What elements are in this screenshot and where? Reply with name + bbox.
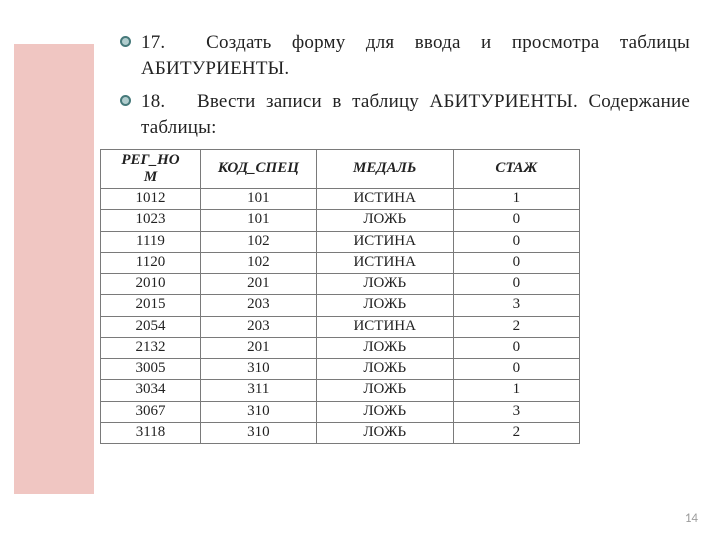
table-header-cell: КОД_СПЕЦ — [201, 149, 317, 189]
table-cell: 2054 — [101, 316, 201, 337]
table-row: 2015203ЛОЖЬ3 — [101, 295, 580, 316]
table-cell: 0 — [453, 252, 579, 273]
table-cell: 0 — [453, 337, 579, 358]
table-cell: ЛОЖЬ — [316, 401, 453, 422]
table-header-row: РЕГ_НОМКОД_СПЕЦМЕДАЛЬСТАЖ — [101, 149, 580, 189]
table-cell: ЛОЖЬ — [316, 274, 453, 295]
table-cell: 201 — [201, 274, 317, 295]
page-number: 14 — [685, 511, 698, 526]
table-cell: 1012 — [101, 189, 201, 210]
table-row: 3034311ЛОЖЬ1 — [101, 380, 580, 401]
table-header-cell: СТАЖ — [453, 149, 579, 189]
table-cell: 0 — [453, 210, 579, 231]
table-cell: ЛОЖЬ — [316, 380, 453, 401]
table-cell: 2132 — [101, 337, 201, 358]
data-table: РЕГ_НОМКОД_СПЕЦМЕДАЛЬСТАЖ 1012101ИСТИНА1… — [100, 149, 580, 445]
table-cell: 102 — [201, 252, 317, 273]
table-cell: ИСТИНА — [316, 189, 453, 210]
table-cell: 101 — [201, 210, 317, 231]
table-row: 2132201ЛОЖЬ0 — [101, 337, 580, 358]
table-cell: ЛОЖЬ — [316, 337, 453, 358]
table-row: 3067310ЛОЖЬ3 — [101, 401, 580, 422]
table-cell: ИСТИНА — [316, 252, 453, 273]
table-cell: ЛОЖЬ — [316, 295, 453, 316]
table-cell: 1 — [453, 189, 579, 210]
left-accent-band — [14, 44, 94, 494]
table-cell: 2 — [453, 422, 579, 443]
bullet-icon — [120, 36, 131, 47]
paragraph-text: 17. Создать форму для ввода и просмотра … — [141, 30, 690, 81]
table-header-cell: РЕГ_НОМ — [101, 149, 201, 189]
table-row: 3005310ЛОЖЬ0 — [101, 359, 580, 380]
table-cell: 2 — [453, 316, 579, 337]
table-row: 2010201ЛОЖЬ0 — [101, 274, 580, 295]
table-cell: ЛОЖЬ — [316, 359, 453, 380]
bullet-icon — [120, 95, 131, 106]
table-cell: 3118 — [101, 422, 201, 443]
table-cell: 3 — [453, 295, 579, 316]
table-cell: 3 — [453, 401, 579, 422]
paragraph-text: 18. Ввести записи в таблицу АБИТУРИЕНТЫ.… — [141, 89, 690, 140]
table-cell: ИСТИНА — [316, 231, 453, 252]
table-cell: ИСТИНА — [316, 316, 453, 337]
table-cell: 203 — [201, 295, 317, 316]
table-cell: 201 — [201, 337, 317, 358]
table-cell: 2010 — [101, 274, 201, 295]
table-cell: 203 — [201, 316, 317, 337]
table-cell: 311 — [201, 380, 317, 401]
table-row: 1012101ИСТИНА1 — [101, 189, 580, 210]
table-cell: 2015 — [101, 295, 201, 316]
list-item: 17. Создать форму для ввода и просмотра … — [120, 30, 690, 81]
table-cell: 101 — [201, 189, 317, 210]
table-cell: ЛОЖЬ — [316, 422, 453, 443]
list-item: 18. Ввести записи в таблицу АБИТУРИЕНТЫ.… — [120, 89, 690, 140]
table-cell: 1023 — [101, 210, 201, 231]
table-cell: 0 — [453, 359, 579, 380]
table-cell: 3005 — [101, 359, 201, 380]
table-row: 1119102ИСТИНА0 — [101, 231, 580, 252]
table-cell: 0 — [453, 274, 579, 295]
table-row: 2054203ИСТИНА2 — [101, 316, 580, 337]
table-cell: 102 — [201, 231, 317, 252]
table-row: 1023101ЛОЖЬ0 — [101, 210, 580, 231]
table-body: 1012101ИСТИНА11023101ЛОЖЬ01119102ИСТИНА0… — [101, 189, 580, 444]
table-row: 3118310ЛОЖЬ2 — [101, 422, 580, 443]
table-cell: 1 — [453, 380, 579, 401]
table-cell: 3034 — [101, 380, 201, 401]
table-header-cell: МЕДАЛЬ — [316, 149, 453, 189]
main-content: 17. Создать форму для ввода и просмотра … — [120, 30, 690, 444]
table-row: 1120102ИСТИНА0 — [101, 252, 580, 273]
table-cell: 310 — [201, 422, 317, 443]
table-cell: 3067 — [101, 401, 201, 422]
table-cell: 0 — [453, 231, 579, 252]
table-cell: 310 — [201, 401, 317, 422]
table-cell: 1119 — [101, 231, 201, 252]
table-cell: 1120 — [101, 252, 201, 273]
table-cell: 310 — [201, 359, 317, 380]
table-cell: ЛОЖЬ — [316, 210, 453, 231]
